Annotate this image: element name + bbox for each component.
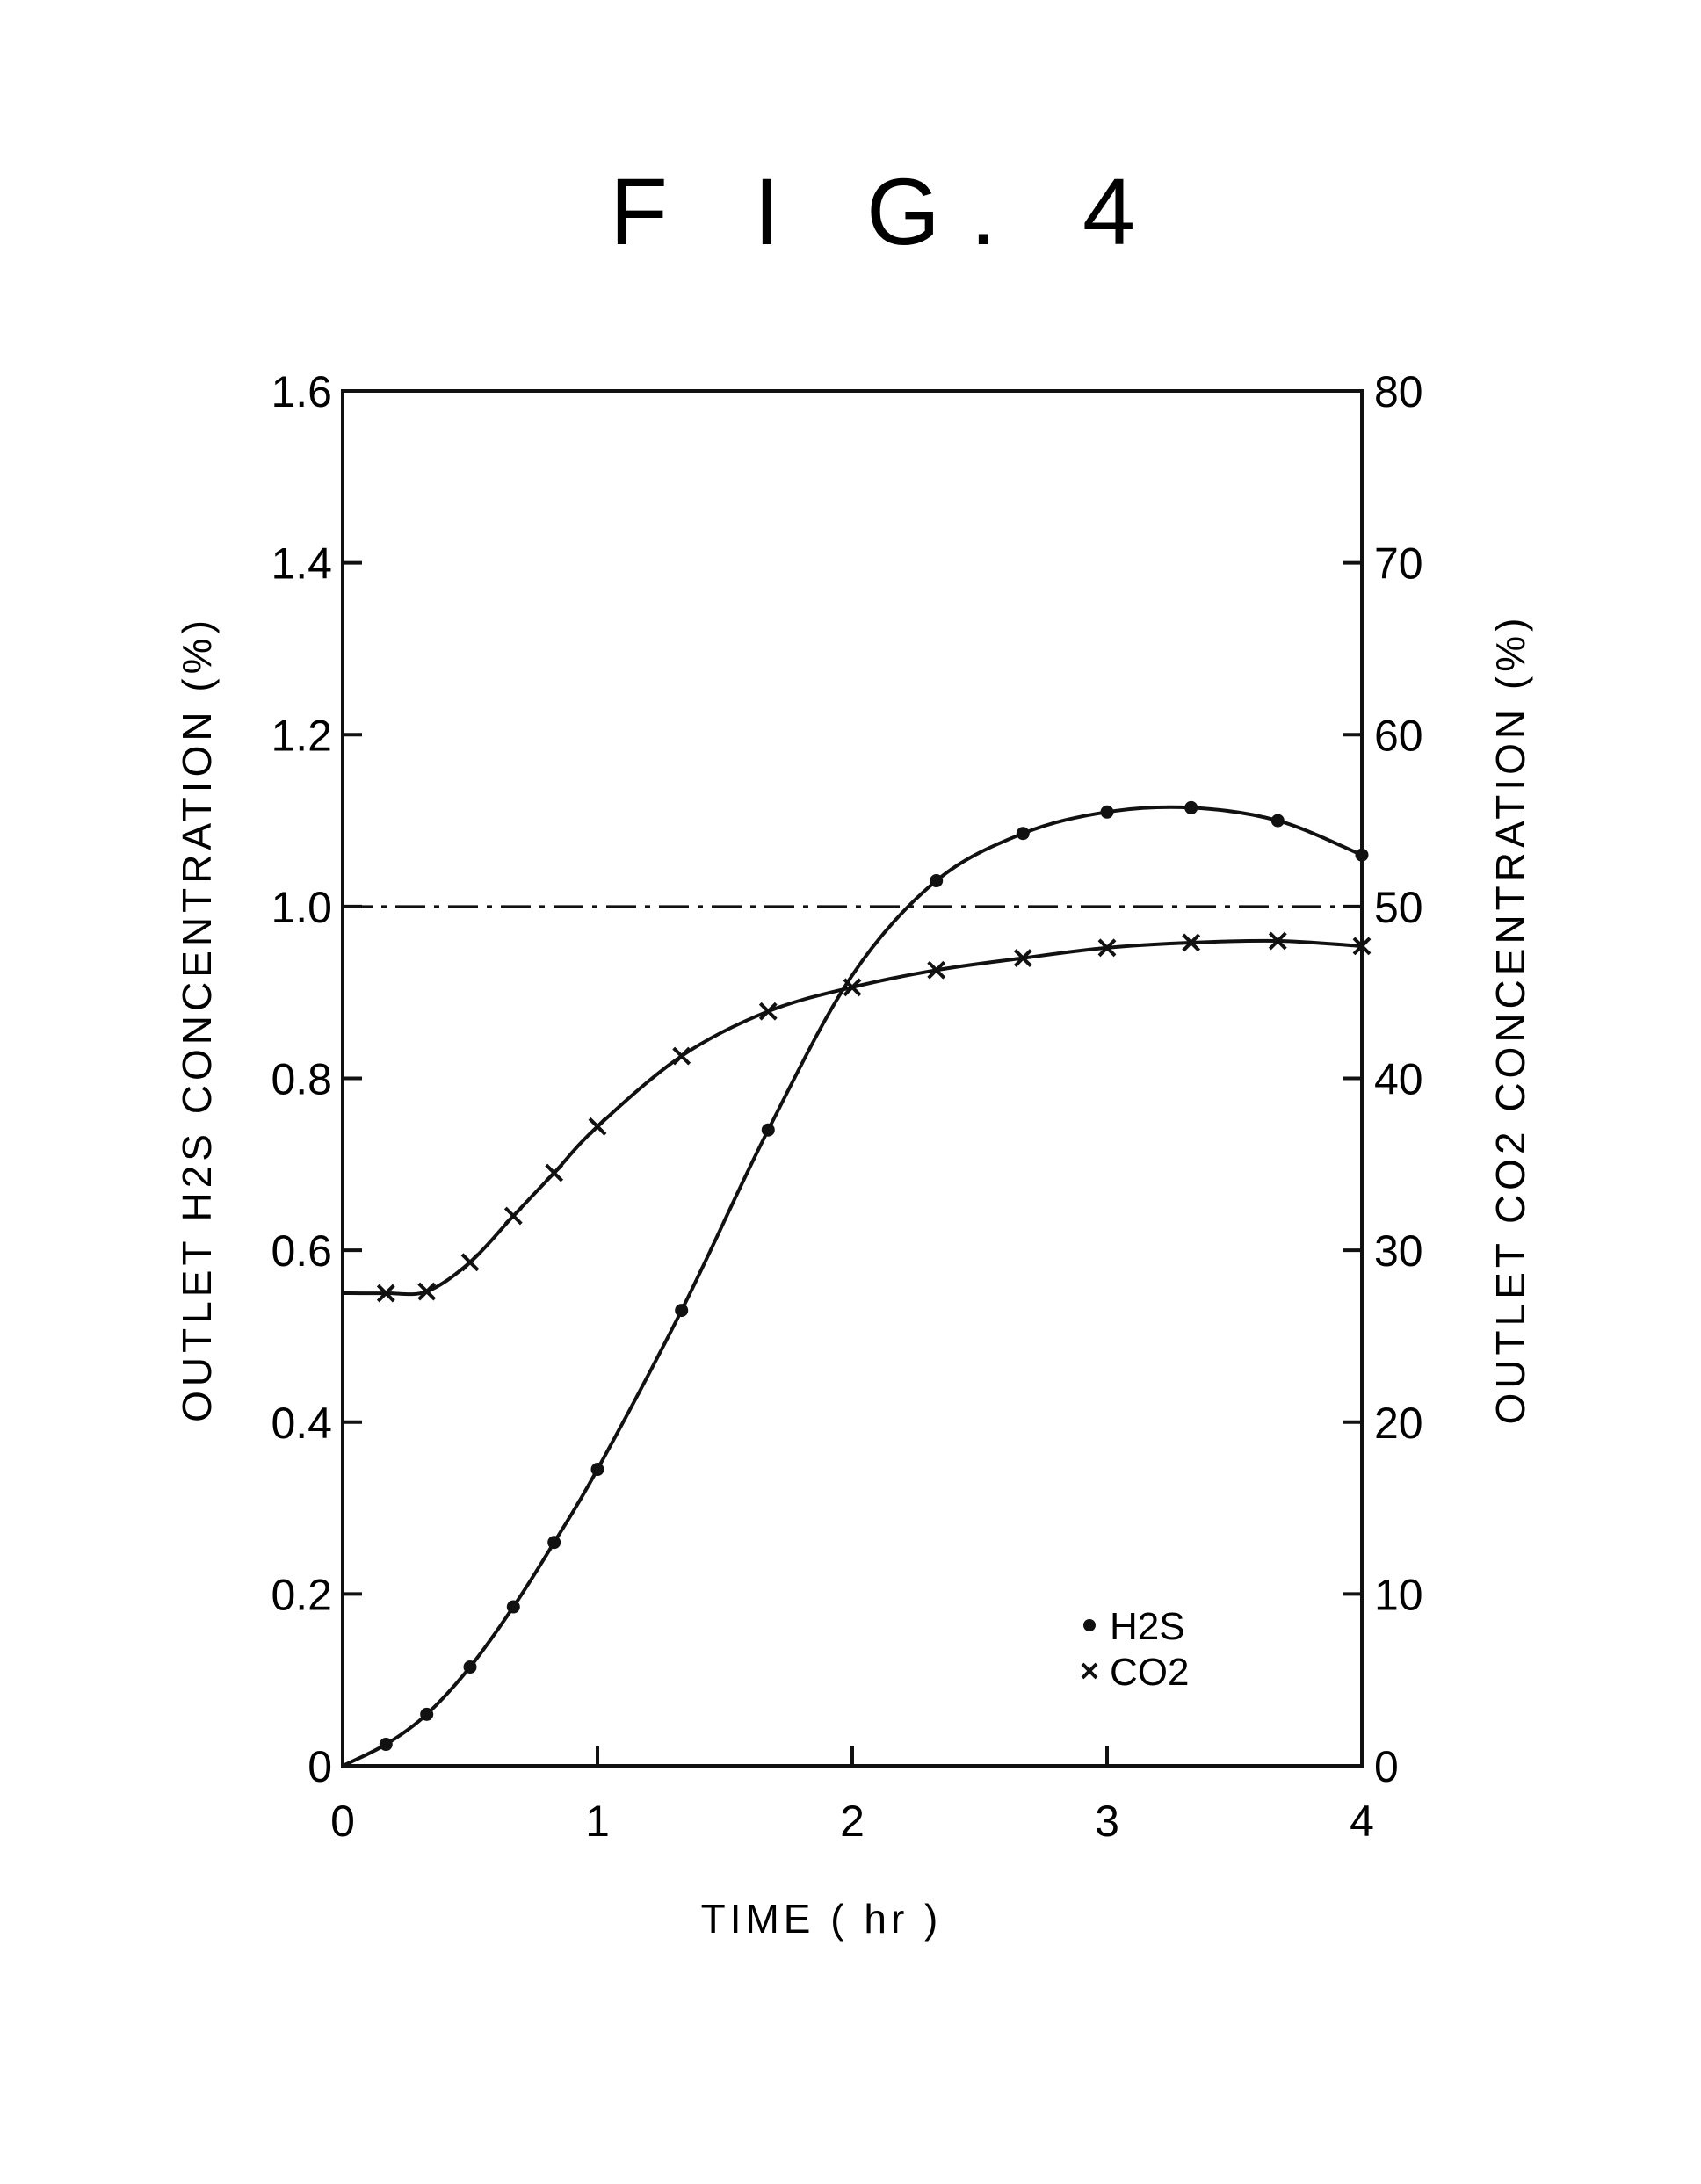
x-tick-label-3: 3 [1095,1797,1119,1846]
y-right-tick-label-50: 50 [1374,883,1423,932]
point-co2-6 [674,1048,690,1064]
y-left-tick-label-0.8: 0.8 [271,1055,332,1104]
series-layer [343,801,1370,1766]
point-h2s-5 [591,1463,604,1476]
legend-co2-marker [1082,1664,1097,1678]
y-right-tick-label-70: 70 [1374,539,1423,589]
point-h2s-1 [420,1708,433,1721]
point-h2s-9 [1017,827,1030,840]
point-co2-5 [590,1118,605,1134]
point-h2s-7 [762,1124,775,1137]
y-left-tick-label-0.2: 0.2 [271,1570,332,1619]
figure-title: F I G. 4 [610,158,1165,264]
point-h2s-13 [1356,849,1369,862]
y-right-tick-label-30: 30 [1374,1226,1423,1276]
series-co2-line [343,941,1362,1294]
y-left-tick-label-1.4: 1.4 [271,539,332,589]
point-h2s-6 [675,1304,688,1317]
y-left-tick-label-0: 0 [308,1742,332,1791]
y-left-axis-label: OUTLET H2S CONCENTRATION (%) [174,616,220,1422]
legend-h2s-label: H2S [1110,1605,1185,1648]
y-right-axis-label: OUTLET CO2 CONCENTRATION (%) [1487,614,1533,1425]
y-left-tick-label-0.6: 0.6 [271,1226,332,1276]
point-h2s-2 [464,1660,477,1674]
point-h2s-3 [507,1601,520,1614]
x-tick-label-2: 2 [840,1797,865,1846]
x-tick-label-0: 0 [330,1797,355,1846]
point-h2s-4 [547,1536,561,1549]
x-tick-label-1: 1 [585,1797,610,1846]
y-left-tick-label-1.0: 1.0 [271,883,332,932]
point-h2s-11 [1184,801,1198,814]
x-axis-label: TIME ( hr ) [701,1896,943,1942]
legend-co2-label: CO2 [1110,1651,1189,1694]
point-co2-3 [505,1208,521,1224]
y-left-tick-label-1.2: 1.2 [271,711,332,760]
point-h2s-10 [1101,806,1114,819]
y-right-tick-label-60: 60 [1374,711,1423,760]
y-right-tick-label-40: 40 [1374,1055,1423,1104]
point-co2-7 [760,1003,776,1019]
point-h2s-12 [1271,814,1285,828]
legend-h2s-marker [1083,1619,1096,1631]
y-right-tick-label-80: 80 [1374,367,1423,416]
series-h2s-line [343,807,1362,1766]
y-left-tick-label-0.4: 0.4 [271,1399,332,1448]
ticks-layer: 0123400.20.40.60.81.01.21.41.60102030405… [271,367,1422,1846]
legend: H2S CO2 [1082,1605,1189,1694]
point-co2-2 [462,1255,478,1270]
x-tick-label-4: 4 [1350,1797,1374,1846]
point-h2s-0 [380,1738,393,1751]
y-left-tick-label-1.6: 1.6 [271,367,332,416]
y-right-tick-label-10: 10 [1374,1570,1423,1619]
y-right-tick-label-0: 0 [1374,1742,1399,1791]
y-right-tick-label-20: 20 [1374,1399,1423,1448]
plot-frame [343,391,1362,1766]
point-co2-4 [546,1165,562,1181]
point-h2s-8 [930,874,943,887]
